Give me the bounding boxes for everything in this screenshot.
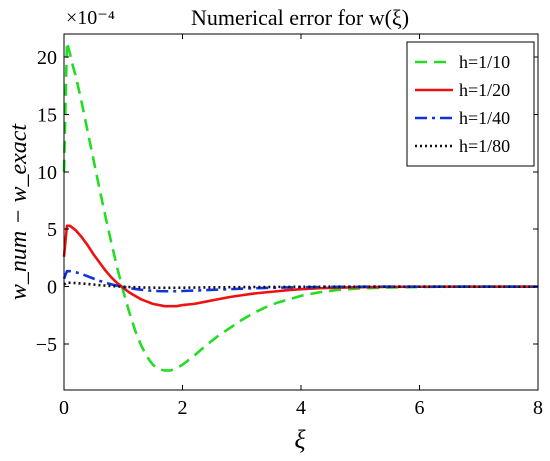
y-tick-label: 0: [47, 277, 57, 299]
series-line-1: [62, 40, 538, 372]
y-tick-label: 20: [37, 47, 57, 69]
x-axis-label: ξ: [294, 425, 306, 454]
y-scale-factor-label: ×10⁻⁴: [66, 7, 115, 29]
series-lines: [62, 40, 538, 372]
y-tick-label: 5: [47, 219, 57, 241]
chart-title: Numerical error for w(ξ): [191, 5, 409, 30]
y-tick-label: 15: [37, 104, 57, 126]
x-tick-label: 4: [296, 397, 306, 419]
series-line-3: [62, 269, 538, 293]
y-tick-label: −5: [36, 334, 57, 356]
legend-label-2: h=1/20: [459, 80, 510, 100]
y-axis-label: w_num − w_exact: [6, 123, 32, 301]
y-tick-label: 10: [37, 162, 57, 184]
legend-box: [406, 41, 535, 167]
tick-labels: 0 2 4 6 8 −5 0 5 10 15 20: [36, 47, 543, 419]
x-tick-label: 8: [533, 397, 543, 419]
x-tick-label: 2: [178, 397, 188, 419]
legend-label-4: h=1/80: [459, 136, 510, 156]
x-tick-label: 6: [415, 397, 425, 419]
legend-label-1: h=1/10: [459, 52, 510, 72]
series-line-4: [63, 281, 538, 290]
x-tick-label: 0: [59, 397, 69, 419]
legend-label-3: h=1/40: [459, 108, 510, 128]
legend: h=1/10 h=1/20 h=1/40 h=1/80: [406, 41, 535, 167]
